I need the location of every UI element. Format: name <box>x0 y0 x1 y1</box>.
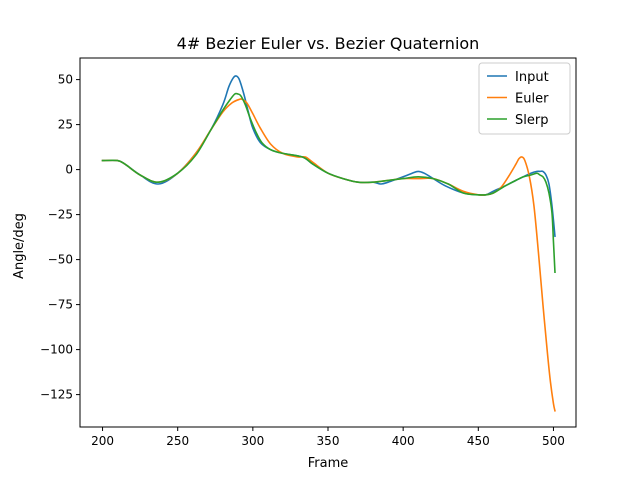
y-tick-label: −75 <box>48 298 73 312</box>
y-tick-label: 50 <box>58 73 73 87</box>
x-tick-label: 250 <box>166 434 189 448</box>
y-tick-label: 0 <box>65 163 73 177</box>
x-tick-label: 500 <box>542 434 565 448</box>
y-tick-label: −50 <box>48 253 73 267</box>
x-axis: 200 250 300 350 400 450 500 <box>91 427 565 448</box>
x-tick-label: 450 <box>467 434 490 448</box>
x-tick-label: 350 <box>317 434 340 448</box>
y-tick-label: −100 <box>40 343 73 357</box>
y-tick-label: 25 <box>58 118 73 132</box>
x-axis-label: Frame <box>308 456 349 471</box>
x-tick-label: 300 <box>241 434 264 448</box>
y-axis-label: Angle/deg <box>12 213 27 279</box>
legend-entry-euler: Euler <box>515 92 549 107</box>
plot-lines <box>101 75 556 412</box>
legend: Input Euler Slerp <box>478 62 571 135</box>
legend-entry-slerp: Slerp <box>515 113 548 128</box>
series-line-slerp <box>101 92 556 274</box>
y-tick-label: −25 <box>48 208 73 222</box>
chart-title: 4# Bezier Euler vs. Bezier Quaternion <box>177 34 480 53</box>
legend-entry-input: Input <box>515 70 549 85</box>
legend-box <box>478 62 571 135</box>
series-line-euler <box>101 98 556 412</box>
x-tick-label: 200 <box>91 434 114 448</box>
x-tick-label: 400 <box>392 434 415 448</box>
y-tick-label: −125 <box>40 388 73 402</box>
y-axis: 50 25 0 −25 −50 −75 −100 −125 <box>40 73 80 402</box>
